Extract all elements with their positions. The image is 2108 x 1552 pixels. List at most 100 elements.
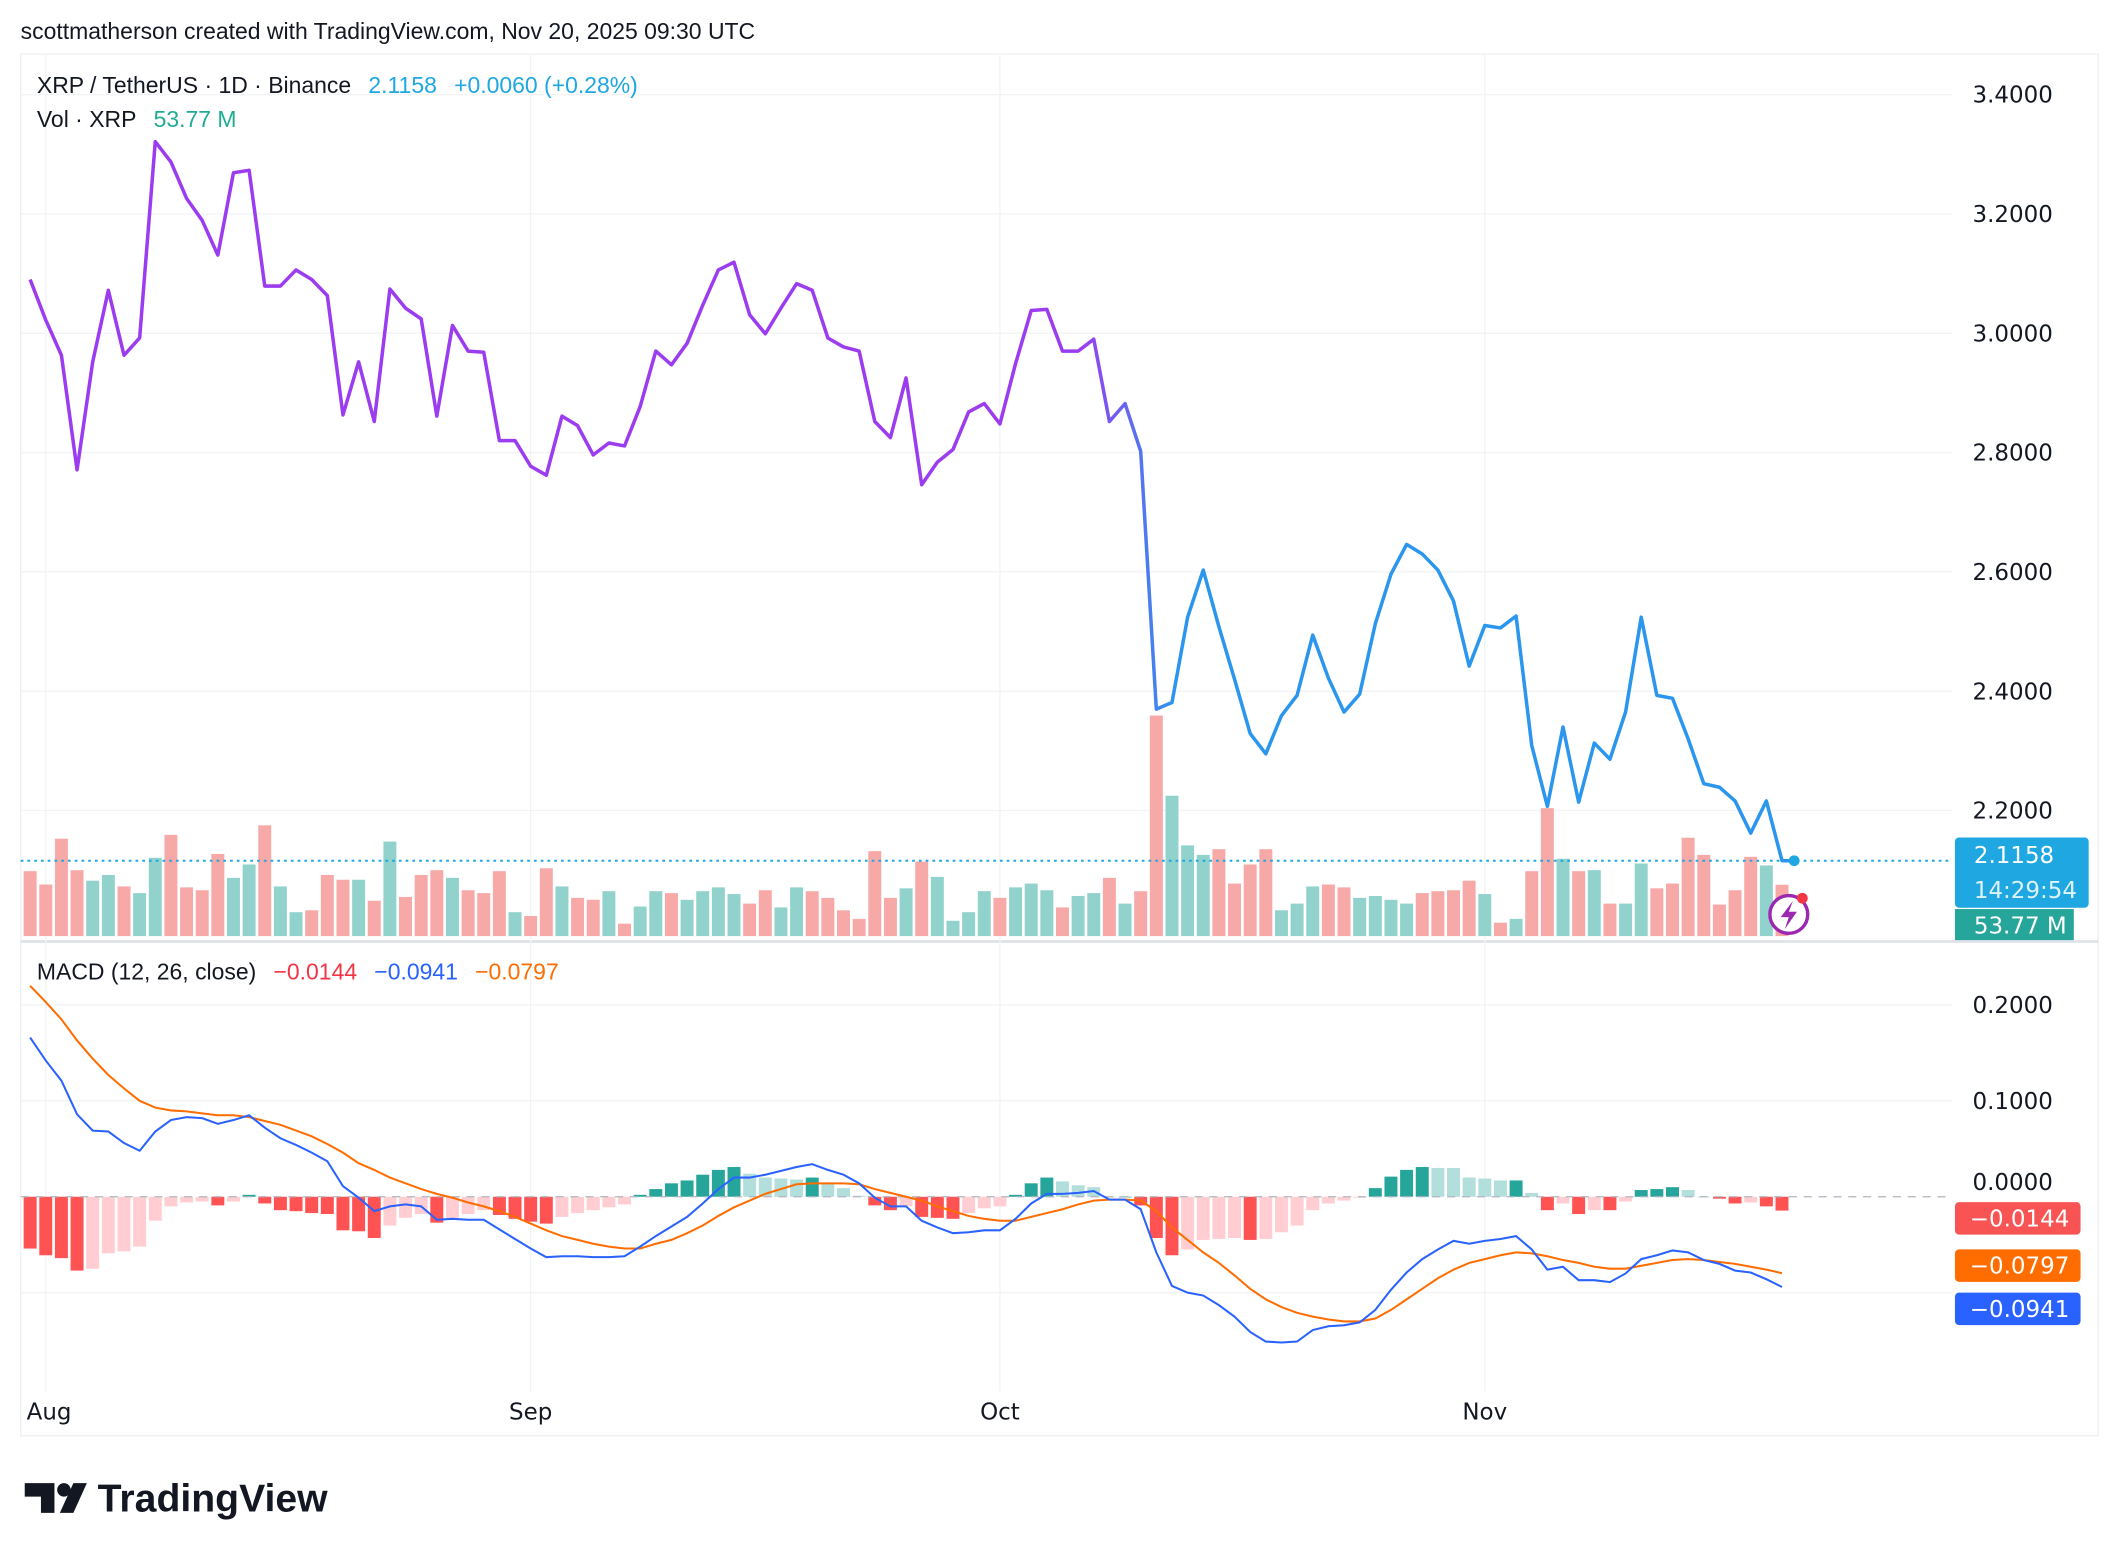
macd-histogram-bar [1228, 1196, 1242, 1238]
macd-histogram-bar [1384, 1176, 1398, 1197]
volume-bar [1493, 922, 1507, 937]
macd-histogram-bar [1556, 1196, 1570, 1204]
macd-histogram-bar [1400, 1169, 1414, 1197]
macd-legend[interactable]: MACD (12, 26, close) −0.0144 −0.0941 −0.… [37, 958, 559, 984]
macd-histogram-bar [1415, 1167, 1429, 1197]
macd-histogram-bar [1759, 1196, 1773, 1207]
macd-histogram-bar [680, 1180, 694, 1197]
logo-text: TradingView [98, 1477, 328, 1520]
time-axis: Aug Sep Oct Nov [27, 1400, 1508, 1426]
volume-bar [649, 891, 663, 937]
volume-bar [1290, 903, 1304, 937]
macd-histogram-bar [774, 1178, 788, 1197]
volume-bar [1759, 865, 1773, 937]
macd-histogram-bar [790, 1179, 804, 1197]
legend-last-price: 2.1158 [368, 72, 437, 98]
legend-change: +0.0060 (+0.28%) [454, 72, 638, 98]
last-price-dot [1788, 855, 1800, 867]
volume-bar [633, 906, 647, 937]
volume-bar [790, 887, 804, 937]
macd-histogram-bar [571, 1196, 585, 1214]
volume-bar [1134, 891, 1148, 937]
macd-histogram-bar [508, 1196, 522, 1219]
macd-histogram-bar [1368, 1188, 1382, 1197]
volume-bar [1587, 870, 1601, 937]
macd-histogram-bar [320, 1196, 334, 1215]
volume-bar [226, 877, 240, 937]
symbol-legend[interactable]: XRP / TetherUS · 1D · Binance 2.1158 +0.… [37, 72, 638, 98]
macd-histogram-bar [133, 1196, 147, 1247]
volume-bar [946, 920, 960, 937]
volume-bar [508, 912, 522, 937]
volume-legend[interactable]: Vol · XRP 53.77 M [37, 106, 237, 132]
macd-histogram-bar [586, 1196, 600, 1211]
volume-bar [1149, 715, 1163, 937]
volume-bar [1634, 863, 1648, 937]
macd-histogram-bar [1525, 1192, 1539, 1197]
macd-histogram-bar [273, 1196, 287, 1211]
volume-bar [915, 861, 929, 937]
volume-bar [883, 897, 897, 937]
volume-bar [821, 897, 835, 937]
price-axis: 3.4000 3.2000 3.0000 2.8000 2.6000 2.4000 2.20… [1973, 83, 2053, 825]
volume-bar [1181, 845, 1195, 937]
volume-bar [1415, 893, 1429, 937]
macd-histogram-bar [226, 1196, 240, 1202]
tradingview-logo[interactable]: TradingView [24, 1477, 328, 1520]
macd-histogram-bar [1681, 1190, 1695, 1197]
macd-histogram-bar [696, 1174, 710, 1197]
macd-line [29, 1036, 1783, 1344]
macd-histogram-bar [117, 1196, 131, 1252]
volume-bar [1447, 890, 1461, 937]
symbol-title: XRP / TetherUS · 1D · Binance [37, 72, 351, 98]
lightning-alert-icon[interactable] [1768, 892, 1810, 936]
macd-histogram-bar [1431, 1167, 1445, 1197]
time-axis-label: Oct [980, 1400, 1020, 1426]
volume-bar [383, 841, 397, 937]
volume-bar [524, 916, 538, 937]
macd-histogram-bar [352, 1196, 366, 1232]
macd-axis-label: 0.2000 [1973, 993, 2053, 1019]
macd-signal-tag-value: −0.0797 [1970, 1254, 2070, 1280]
macd-histogram-bar [1337, 1196, 1351, 1201]
macd-signal-line [29, 985, 1783, 1323]
macd-histogram-bar [336, 1196, 350, 1231]
macd-histogram-bar [39, 1196, 53, 1256]
macd-histogram-bar [1634, 1190, 1648, 1197]
macd-histogram-bar [1775, 1196, 1789, 1211]
legend-macd-signal: −0.0797 [475, 958, 559, 984]
macd-histogram-bar [1728, 1196, 1742, 1204]
macd-histogram-bar [1572, 1196, 1586, 1215]
macd-histogram-bar [180, 1196, 194, 1203]
macd-histogram-bar [899, 1196, 913, 1207]
macd-histogram-bar [837, 1188, 850, 1197]
macd-histogram-bar [977, 1196, 991, 1209]
volume-bar [696, 891, 710, 937]
volume-bar [352, 879, 366, 937]
volume-bar [1478, 894, 1492, 937]
volume-bar [1619, 903, 1633, 937]
macd-histogram [23, 1167, 1789, 1271]
volume-bar [1337, 887, 1351, 937]
macd-histogram-bar [101, 1196, 115, 1254]
macd-histogram-bar [1290, 1196, 1304, 1226]
volume-bar [1728, 890, 1742, 937]
volume-bar [477, 893, 491, 937]
macd-histogram-bar [1149, 1196, 1163, 1238]
volume-bar [930, 876, 944, 937]
macd-histogram-bar [54, 1196, 68, 1259]
macd-histogram-bar [993, 1196, 1007, 1207]
volume-bar [539, 868, 553, 937]
volume-tag: 53.77 M [1954, 909, 2074, 941]
volume-bar [461, 890, 475, 937]
volume-bar [993, 897, 1007, 937]
volume-bar [336, 879, 350, 937]
volume-bar [1712, 904, 1726, 937]
volume-bar [743, 903, 757, 937]
volume-bar [1118, 903, 1132, 937]
volume-bar [1384, 899, 1398, 937]
volume-bar [1400, 903, 1414, 937]
price-line [28, 139, 1795, 863]
volume-bar [1321, 884, 1335, 937]
